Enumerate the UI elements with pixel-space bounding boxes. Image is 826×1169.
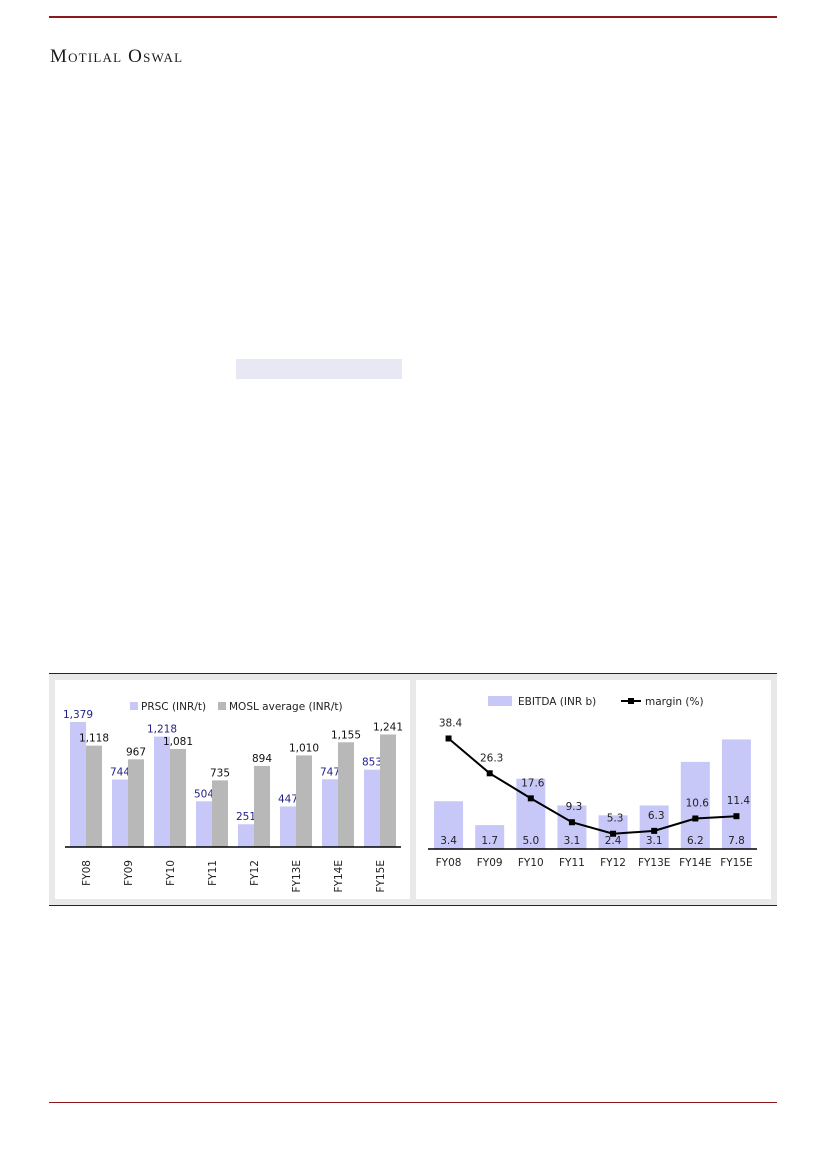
bar-value-label-FY14E: 6.2 — [687, 835, 704, 847]
margin-point-FY13E — [651, 827, 658, 834]
legend-swatch-1 — [218, 702, 226, 710]
margin-point-FY11 — [568, 819, 575, 826]
value-label-s1-FY12: 894 — [252, 753, 272, 765]
bar-s0-FY13E — [280, 806, 296, 847]
bar-s0-FY12 — [238, 824, 254, 847]
margin-point-FY15E — [733, 813, 740, 820]
margin-point-FY09 — [486, 770, 493, 777]
bar-value-label-FY11: 3.1 — [564, 835, 581, 847]
value-label-s1-FY11: 735 — [210, 767, 230, 779]
brand-logo: Motilal Oswal — [50, 46, 184, 67]
panel-top-rule — [49, 673, 777, 674]
margin-value-label-FY14E: 10.6 — [686, 797, 710, 809]
right-chart-area: EBITDA (INR b) margin (%) 3.4 FY08 1.7 FY09 5.… — [416, 680, 771, 899]
margin-point-FY08 — [445, 735, 452, 742]
bar-value-label-FY09: 1.7 — [481, 835, 498, 847]
bar-s0-FY14E — [322, 779, 338, 847]
header-rule — [49, 16, 777, 18]
value-label-s0-FY15E: 853 — [362, 757, 382, 769]
legend-swatch-0 — [130, 702, 138, 710]
category-label-FY11: FY11 — [559, 857, 585, 869]
bar-value-label-FY08: 3.4 — [440, 835, 457, 847]
legend-marker-margin — [628, 698, 634, 704]
bar-s1-FY08 — [86, 745, 102, 847]
category-label-FY09: FY09 — [123, 860, 135, 886]
category-label-FY10: FY10 — [165, 860, 177, 886]
category-label-FY12: FY12 — [249, 860, 261, 886]
bar-s0-FY09 — [112, 779, 128, 847]
value-label-s1-FY15E: 1,241 — [373, 721, 403, 733]
category-label-FY13E: FY13E — [291, 860, 303, 892]
value-label-s0-FY08: 1,379 — [63, 709, 93, 721]
value-label-s1-FY08: 1,118 — [79, 733, 109, 745]
bar-ebitda-FY14E — [680, 761, 710, 849]
bar-s1-FY11 — [212, 780, 228, 847]
legend-label-1: MOSL average (INR/t) — [229, 701, 343, 713]
category-label-FY08: FY08 — [81, 860, 93, 886]
category-label-FY14E: FY14E — [333, 860, 345, 892]
bar-s1-FY14E — [338, 742, 354, 847]
bar-value-label-FY12: 2.4 — [605, 835, 622, 847]
bar-s0-FY11 — [196, 801, 212, 847]
margin-point-FY10 — [527, 795, 534, 802]
category-label-FY08: FY08 — [436, 857, 462, 869]
value-label-s0-FY09: 744 — [110, 767, 130, 779]
bar-s0-FY10 — [154, 736, 170, 847]
bar-s1-FY09 — [128, 759, 144, 847]
value-label-s0-FY14E: 747 — [320, 766, 340, 778]
legend-label-0: PRSC (INR/t) — [141, 701, 206, 713]
value-label-s0-FY11: 504 — [194, 788, 214, 800]
value-label-s0-FY10: 1,218 — [147, 724, 177, 736]
value-label-s1-FY14E: 1,155 — [331, 729, 361, 741]
category-label-FY09: FY09 — [477, 857, 503, 869]
prsc-chart: PRSC (INR/t) MOSL average (INR/t) 1,379 1,1… — [63, 701, 403, 892]
margin-value-label-FY08: 38.4 — [439, 717, 463, 729]
footer-rule — [49, 1102, 777, 1103]
bar-ebitda-FY09 — [475, 825, 505, 849]
value-label-s1-FY13E: 1,010 — [289, 742, 319, 754]
panel-bottom-rule — [49, 905, 777, 906]
bar-ebitda-FY15E — [721, 739, 751, 849]
bar-value-label-FY10: 5.0 — [522, 835, 539, 847]
left-chart-area: PRSC (INR/t) MOSL average (INR/t) 1,379 1,1… — [55, 680, 410, 899]
bar-ebitda-FY08 — [434, 801, 464, 849]
legend-label-margin: margin (%) — [645, 696, 704, 708]
value-label-s0-FY12: 251 — [236, 811, 256, 823]
value-label-s0-FY13E: 447 — [278, 793, 298, 805]
bar-value-label-FY13E: 3.1 — [646, 835, 663, 847]
bar-ebitda-FY11 — [557, 805, 587, 849]
margin-point-FY12 — [610, 830, 617, 837]
legend-swatch-ebitda — [488, 696, 512, 706]
value-label-s1-FY09: 967 — [126, 746, 146, 758]
category-label-FY13E: FY13E — [638, 857, 670, 869]
margin-point-FY14E — [692, 815, 699, 822]
margin-value-label-FY13E: 6.3 — [648, 810, 665, 822]
bar-s1-FY12 — [254, 765, 270, 847]
category-label-FY15E: FY15E — [375, 860, 387, 892]
category-label-FY14E: FY14E — [679, 857, 711, 869]
margin-value-label-FY12: 5.3 — [607, 813, 624, 825]
category-label-FY10: FY10 — [518, 857, 544, 869]
margin-line — [447, 737, 737, 835]
legend-label-ebitda: EBITDA (INR b) — [518, 696, 596, 708]
margin-value-label-FY11: 9.3 — [566, 801, 583, 813]
category-label-FY15E: FY15E — [720, 857, 752, 869]
bar-value-label-FY15E: 7.8 — [728, 835, 745, 847]
bar-s1-FY15E — [380, 734, 396, 847]
margin-value-label-FY15E: 11.4 — [727, 795, 751, 807]
category-label-FY11: FY11 — [207, 860, 219, 886]
margin-value-label-FY09: 26.3 — [480, 752, 503, 764]
bar-ebitda-FY10 — [516, 778, 546, 849]
margin-value-label-FY10: 17.6 — [521, 777, 545, 789]
shaded-box — [236, 359, 402, 379]
ebitda-chart: EBITDA (INR b) margin (%) 3.4 FY08 1.7 FY09 5.… — [428, 696, 757, 869]
bar-s1-FY13E — [296, 755, 312, 847]
value-label-s1-FY10: 1,081 — [163, 736, 193, 748]
bar-s0-FY15E — [364, 769, 380, 847]
bar-s0-FY08 — [70, 721, 86, 847]
category-label-FY12: FY12 — [600, 857, 626, 869]
bar-s1-FY10 — [170, 748, 186, 847]
